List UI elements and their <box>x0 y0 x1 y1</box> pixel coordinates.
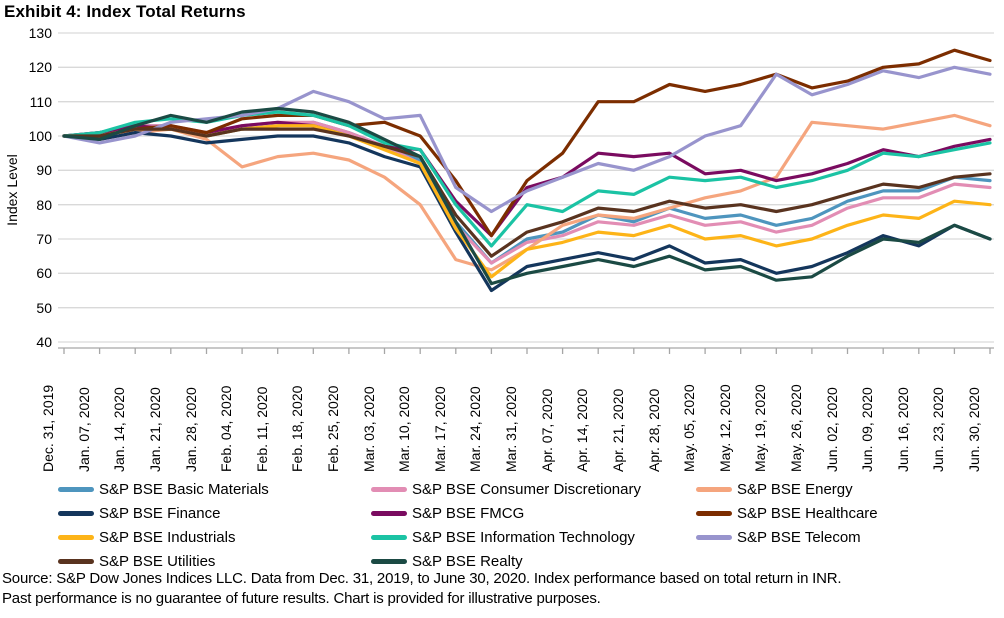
y-tick-label: 100 <box>28 128 52 144</box>
y-tick-label: 40 <box>36 334 52 350</box>
x-tick-label: Apr. 21, 2020 <box>609 388 626 472</box>
x-tick-label: Feb. 11, 2020 <box>253 386 270 472</box>
x-tick-label: Mar. 10, 2020 <box>396 386 413 472</box>
series-line <box>62 120 992 238</box>
x-tick-label: May. 19, 2020 <box>752 384 769 472</box>
legend-swatch-icon <box>58 510 94 516</box>
chart-legend: S&P BSE Basic Materials S&P BSE Consumer … <box>58 477 1004 573</box>
legend-label: S&P BSE Realty <box>412 552 523 570</box>
legend-swatch-icon <box>58 558 94 564</box>
legend-item: S&P BSE Healthcare <box>696 505 1004 522</box>
y-tick-label: 60 <box>36 265 52 282</box>
legend-item: S&P BSE Realty <box>371 553 696 570</box>
chart-title: Exhibit 4: Index Total Returns <box>4 2 246 21</box>
series-line <box>62 131 992 293</box>
legend-swatch-icon <box>371 534 407 540</box>
legend-label: S&P BSE Industrials <box>99 528 236 546</box>
y-tick-label: 90 <box>36 162 52 179</box>
legend-item: S&P BSE Utilities <box>58 553 371 570</box>
x-tick-label: Feb. 04, 2020 <box>218 385 235 472</box>
y-tick-label: 110 <box>29 93 52 110</box>
y-tick-label: 120 <box>28 59 52 76</box>
y-tick-label: 50 <box>36 299 52 316</box>
legend-label: S&P BSE Information Technology <box>412 528 635 546</box>
legend-swatch-icon <box>371 510 407 516</box>
x-tick-label: Mar. 17, 2020 <box>431 386 448 472</box>
legend-item: S&P BSE Industrials <box>58 529 371 546</box>
legend-swatch-icon <box>58 486 94 492</box>
series-line <box>62 106 992 286</box>
legend-item: S&P BSE Finance <box>58 505 371 522</box>
y-tick-label: 70 <box>36 231 52 247</box>
legend-label: S&P BSE FMCG <box>412 504 525 522</box>
x-tick-label: Jun. 23, 2020 <box>930 387 947 472</box>
legend-item: S&P BSE Information Technology <box>371 529 696 546</box>
legend-swatch-icon <box>58 534 94 540</box>
legend-item: S&P BSE Basic Materials <box>58 481 371 498</box>
legend-swatch-icon <box>371 486 407 492</box>
x-tick-label: Jan. 14, 2020 <box>111 387 128 472</box>
x-tick-label: Jan. 28, 2020 <box>182 387 199 472</box>
x-tick-label: Apr. 07, 2020 <box>538 388 555 472</box>
y-axis-title: Index Level <box>4 154 20 226</box>
x-tick-label: Jun. 30, 2020 <box>966 387 982 472</box>
x-tick-label: Apr. 28, 2020 <box>645 388 662 472</box>
legend-label: S&P BSE Utilities <box>99 552 216 570</box>
x-tick-label: Jun. 02, 2020 <box>823 387 840 472</box>
legend-swatch-icon <box>371 558 407 564</box>
x-tick-label: Feb. 25, 2020 <box>324 385 341 472</box>
legend-label: S&P BSE Healthcare <box>737 504 878 522</box>
legend-label: S&P BSE Finance <box>99 504 221 522</box>
x-tick-label: Mar. 31, 2020 <box>503 386 519 472</box>
x-tick-label: Mar. 24, 2020 <box>467 386 484 472</box>
x-tick-label: May. 05, 2020 <box>681 384 698 472</box>
source-line-1: Source: S&P Dow Jones Indices LLC. Data … <box>2 570 842 587</box>
legend-item: S&P BSE FMCG <box>371 505 696 522</box>
legend-item: S&P BSE Telecom <box>696 529 1004 546</box>
y-tick-label: 130 <box>28 25 52 41</box>
x-tick-label: Jan. 21, 2020 <box>146 387 163 472</box>
legend-swatch-icon <box>696 486 732 492</box>
legend-item: S&P BSE Energy <box>696 481 1004 498</box>
x-tick-label: May. 26, 2020 <box>787 384 804 472</box>
x-tick-label: Mar. 03, 2020 <box>360 386 377 472</box>
legend-label: S&P BSE Energy <box>737 480 853 498</box>
legend-label: S&P BSE Consumer Discretionary <box>412 480 641 498</box>
y-tick-label: 80 <box>36 196 52 213</box>
x-tick-label: Jun. 16, 2020 <box>894 387 911 472</box>
x-tick-label: Jun. 09, 2020 <box>859 387 876 472</box>
x-tick-label: Apr. 14, 2020 <box>574 388 591 472</box>
series-line <box>62 127 992 258</box>
x-tick-label: Dec. 31, 2019 <box>40 384 56 472</box>
legend-swatch-icon <box>696 534 732 540</box>
legend-item: S&P BSE Consumer Discretionary <box>371 481 696 498</box>
legend-label: S&P BSE Basic Materials <box>99 480 269 498</box>
plot-area <box>58 32 994 354</box>
source-note: Source: S&P Dow Jones Indices LLC. Data … <box>2 569 1004 609</box>
series-line <box>62 48 992 238</box>
legend-label: S&P BSE Telecom <box>737 528 861 546</box>
legend-swatch-icon <box>696 510 732 516</box>
x-tick-label: Feb. 18, 2020 <box>289 385 306 472</box>
x-tick-label: Jan. 07, 2020 <box>75 387 92 472</box>
x-tick-label: May. 12, 2020 <box>716 384 733 472</box>
source-line-2: Past performance is no guarantee of futu… <box>2 590 601 607</box>
